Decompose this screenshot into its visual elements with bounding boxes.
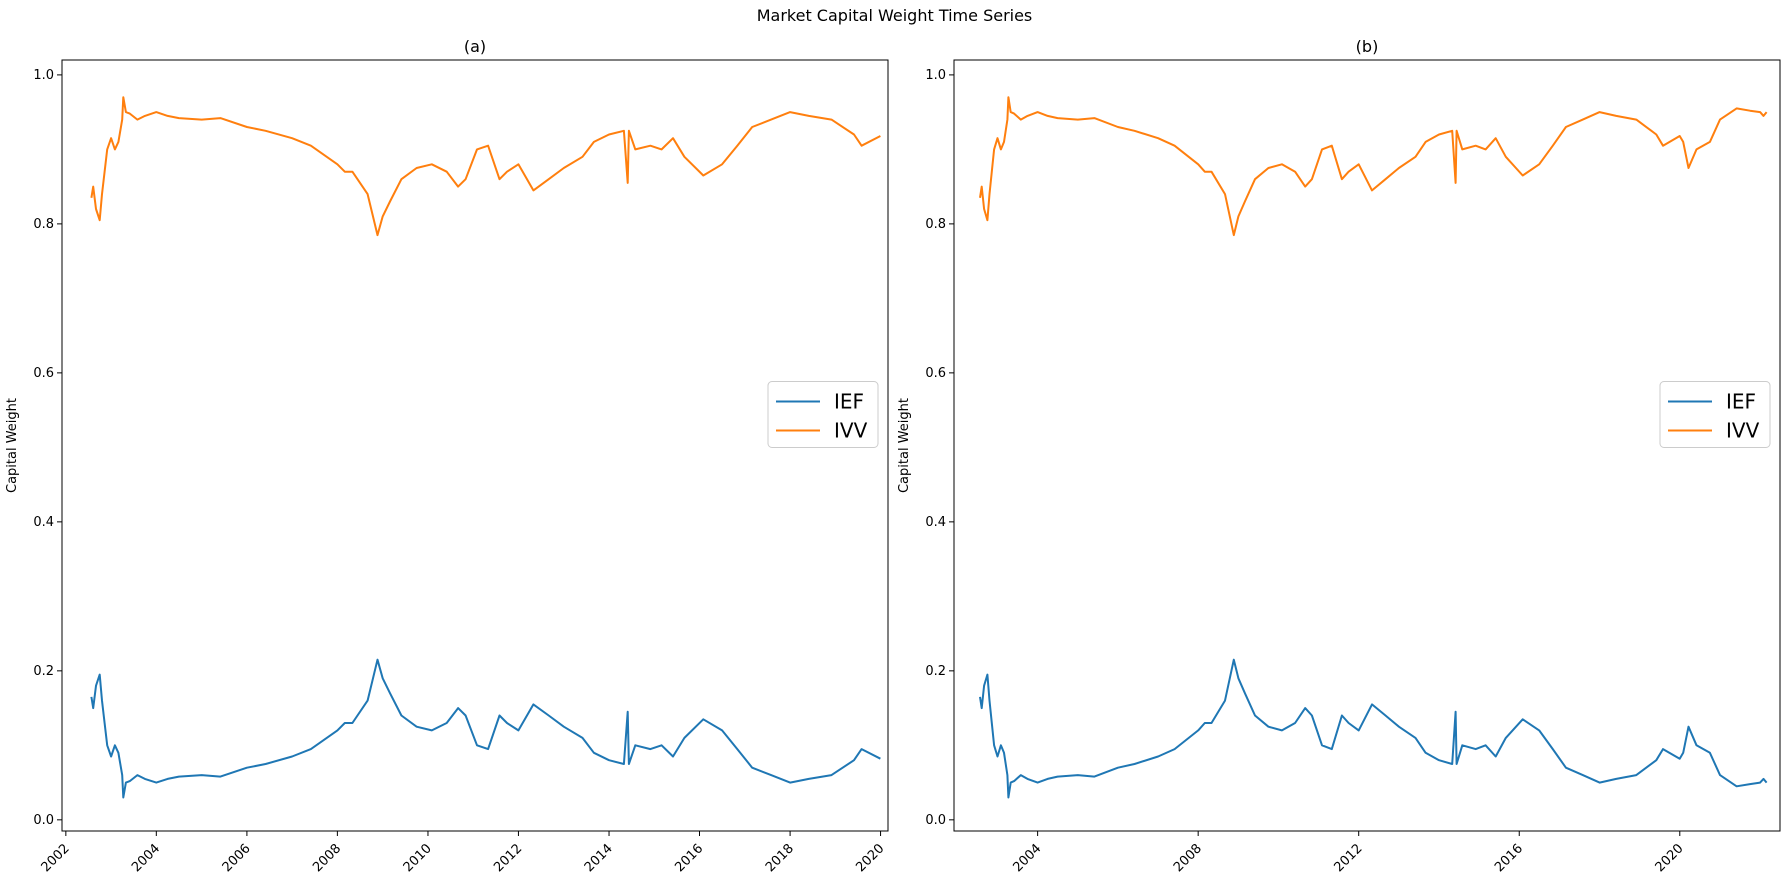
- y-tick-label: 0.0: [33, 813, 54, 828]
- x-tick-label: 2004: [129, 841, 163, 875]
- panel-title: (b): [1356, 37, 1379, 56]
- x-tick-label: 2018: [763, 841, 797, 875]
- y-tick-label: 0.6: [33, 366, 54, 381]
- legend: IEF IVV: [767, 381, 879, 448]
- x-tick-label: 2012: [1332, 841, 1366, 875]
- x-tick-label: 2014: [582, 841, 616, 875]
- series-line-ivv: [979, 96, 1768, 237]
- series-line-ivv: [90, 96, 881, 237]
- plot-frame: [953, 59, 1781, 832]
- y-axis-label: Capital Weight: [897, 398, 912, 493]
- panel-title: (a): [464, 37, 486, 56]
- y-tick-label: 0.4: [33, 515, 54, 530]
- x-tick-label: 2008: [1171, 841, 1205, 875]
- x-tick-label: 2016: [1492, 841, 1526, 875]
- y-tick-label: 0.4: [925, 515, 946, 530]
- y-tick-label: 0.6: [925, 366, 946, 381]
- x-tick-label: 2020: [853, 841, 887, 875]
- legend-label-ivv: IVV: [834, 419, 868, 443]
- x-tick-label: 2002: [39, 841, 73, 875]
- plot-frame: [61, 59, 889, 832]
- series-line-ief: [90, 658, 881, 799]
- chart-panel: (b) Capital Weight 0.0 0.2 0.4 0.6 0.8 1.0 2004 2…: [897, 37, 1781, 875]
- y-tick-label: 0.8: [925, 217, 946, 232]
- legend-label-ief: IEF: [834, 390, 864, 414]
- y-tick-label: 0.0: [925, 813, 946, 828]
- x-tick-label: 2004: [1010, 841, 1044, 875]
- series-line-ief: [979, 658, 1768, 799]
- legend-label-ivv: IVV: [1726, 419, 1760, 443]
- x-tick-label: 2006: [220, 841, 254, 875]
- figure-title: Market Capital Weight Time Series: [756, 6, 1033, 25]
- x-tick-label: 2020: [1653, 841, 1687, 875]
- y-tick-label: 1.0: [925, 68, 946, 83]
- legend-label-ief: IEF: [1726, 390, 1756, 414]
- x-tick-label: 2012: [491, 841, 525, 875]
- y-tick-label: 0.2: [33, 664, 54, 679]
- y-tick-label: 0.8: [33, 217, 54, 232]
- legend: IEF IVV: [1659, 381, 1771, 448]
- y-tick-label: 0.2: [925, 664, 946, 679]
- x-tick-label: 2008: [310, 841, 344, 875]
- y-tick-label: 1.0: [33, 68, 54, 83]
- y-axis-label: Capital Weight: [5, 398, 20, 493]
- x-tick-label: 2016: [672, 841, 706, 875]
- x-tick-label: 2010: [401, 841, 435, 875]
- chart-panel: (a) Capital Weight 0.0 0.2 0.4 0.6 0.8 1.0 2002 2…: [5, 37, 889, 875]
